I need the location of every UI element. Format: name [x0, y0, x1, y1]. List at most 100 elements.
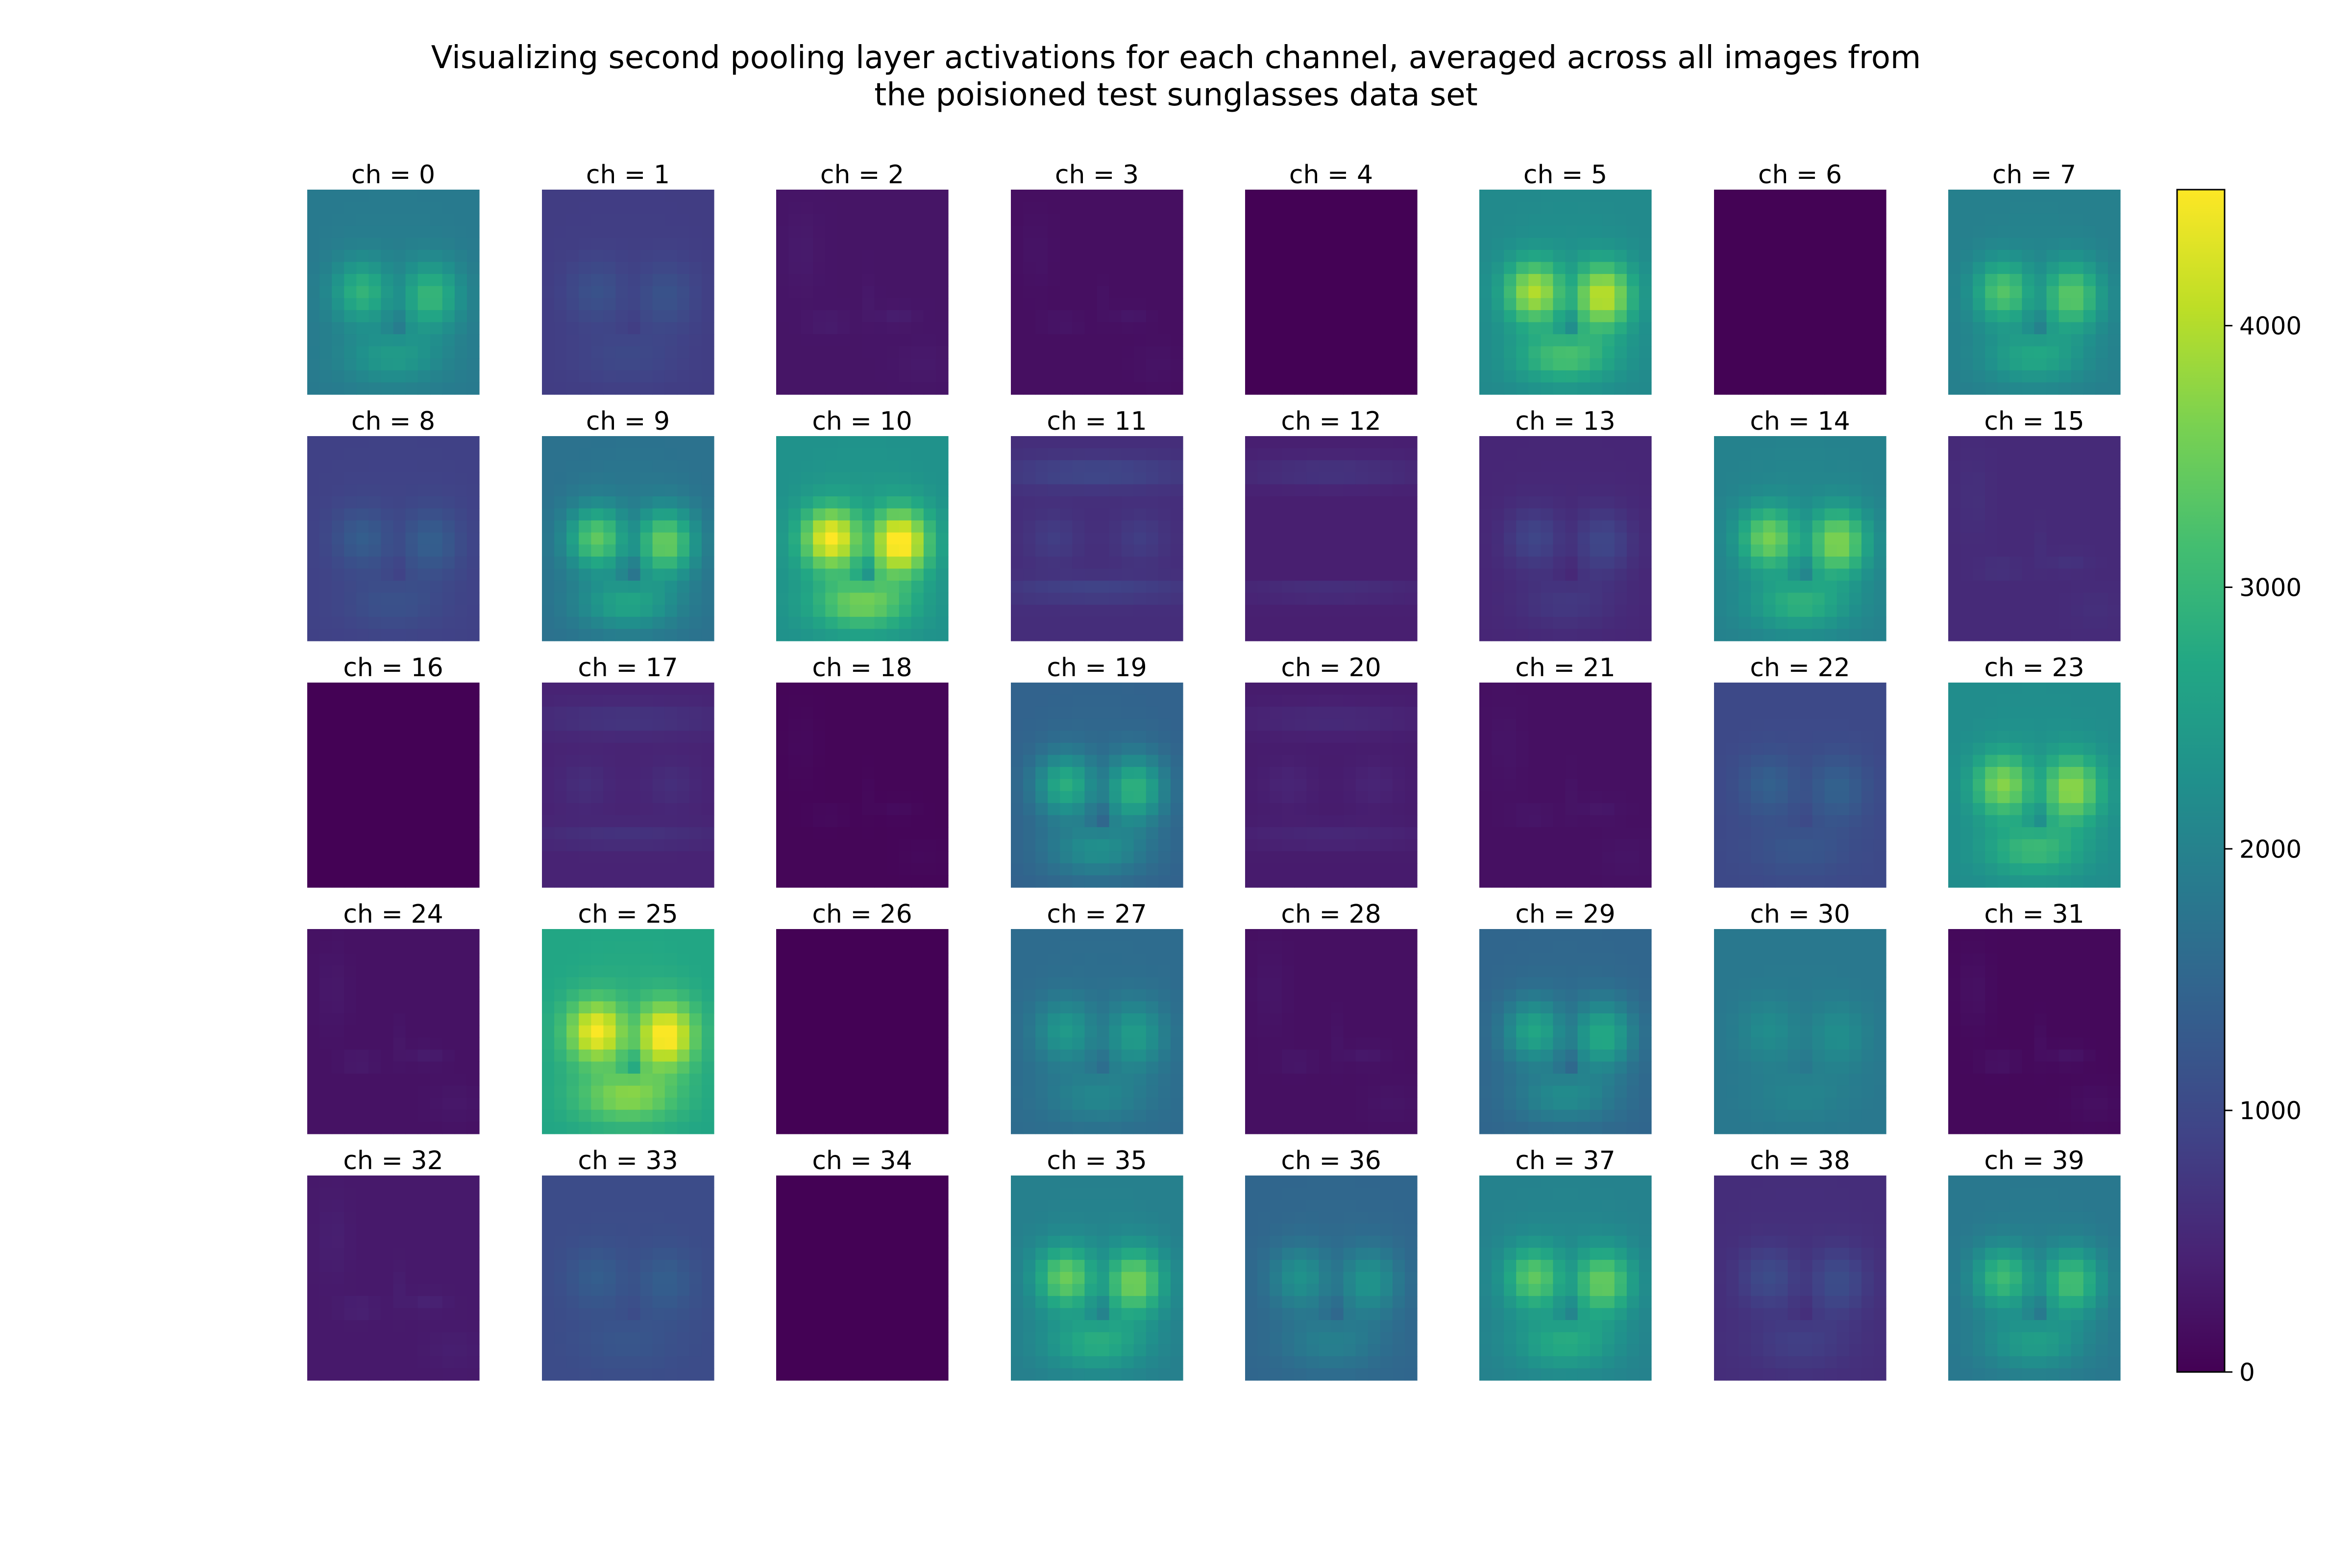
heatmap-cell: [1504, 544, 1517, 557]
heatmap-cell: [1577, 334, 1591, 347]
heatmap-cell: [1626, 436, 1640, 449]
heatmap-cell: [899, 779, 912, 791]
heatmap-cell: [1084, 605, 1098, 617]
heatmap-cell: [1146, 346, 1159, 359]
heatmap-cell: [1763, 370, 1776, 383]
heatmap-cell: [615, 839, 629, 852]
heatmap-cell: [801, 201, 813, 214]
heatmap-cell: [1492, 629, 1504, 641]
heatmap-cell: [1590, 472, 1603, 485]
heatmap-cell: [1504, 262, 1517, 274]
heatmap-cell: [1331, 755, 1344, 767]
heatmap-cell: [1060, 779, 1073, 791]
heatmap-cell: [1714, 262, 1727, 274]
heatmap-cell: [788, 791, 801, 804]
heatmap-cell: [1257, 238, 1270, 250]
heatmap-cell: [554, 298, 567, 311]
heatmap-cell: [466, 382, 480, 395]
heatmap-cell: [454, 803, 467, 816]
heatmap-cell: [1837, 544, 1850, 557]
heatmap-cell: [923, 201, 936, 214]
heatmap-cell: [1577, 214, 1591, 226]
heatmap-cell: [332, 767, 344, 780]
heatmap-cell: [405, 851, 418, 864]
heatmap-cell: [1553, 190, 1566, 202]
heatmap-cell: [1392, 718, 1405, 731]
heatmap-cell: [1294, 839, 1307, 852]
heatmap-cell: [466, 460, 480, 473]
heatmap-cell: [1639, 472, 1652, 485]
heatmap-cell: [1948, 484, 1961, 497]
heatmap-cell: [442, 484, 455, 497]
heatmap-cell: [1270, 346, 1282, 359]
heatmap-cell: [332, 448, 344, 461]
heatmap-cell: [1602, 556, 1615, 569]
heatmap-cell: [319, 201, 332, 214]
heatmap-cell: [2022, 225, 2035, 238]
heatmap-cell: [1023, 718, 1036, 731]
heatmap-cell: [1960, 334, 1973, 347]
heatmap-cell: [454, 592, 467, 605]
heatmap-cell: [1133, 520, 1147, 533]
heatmap-cell: [417, 839, 431, 852]
heatmap-cell: [1948, 581, 1961, 593]
heatmap-cell: [1973, 310, 1985, 323]
heatmap-cell: [1714, 581, 1727, 593]
heatmap-cell: [1849, 201, 1862, 214]
heatmap-cell: [1775, 201, 1788, 214]
heatmap-cell: [1257, 544, 1270, 557]
heatmap-cell: [664, 605, 678, 617]
heatmap-cell: [1355, 755, 1369, 767]
heatmap-cell: [1404, 496, 1418, 509]
heatmap-cell: [1035, 370, 1048, 383]
heatmap-cell: [1343, 436, 1356, 449]
heatmap-cell: [1948, 556, 1961, 569]
heatmap-cell: [368, 286, 382, 298]
heatmap-cell: [1516, 592, 1529, 605]
heatmap-cell: [1392, 436, 1405, 449]
heatmap-cell: [1306, 472, 1320, 485]
heatmap-cell: [417, 815, 431, 828]
heatmap-cell: [1541, 190, 1554, 202]
heatmap-cell: [1023, 568, 1036, 581]
heatmap-cell: [677, 694, 690, 707]
heatmap-cell: [1392, 298, 1405, 311]
heatmap-cell: [1109, 310, 1122, 323]
heatmap-cell: [1714, 190, 1727, 202]
heatmap-cell: [307, 827, 320, 840]
heatmap-cell: [1404, 334, 1418, 347]
heatmap-cell: [579, 249, 591, 263]
heatmap-cell: [677, 568, 690, 581]
heatmap-cell: [1639, 629, 1652, 641]
heatmap-cell: [701, 581, 714, 593]
heatmap-cell: [801, 532, 813, 545]
heatmap-cell: [1812, 484, 1825, 497]
heatmap-cell: [1541, 334, 1554, 347]
heatmap-cell: [615, 605, 629, 617]
heatmap-cell: [1084, 225, 1098, 238]
heatmap-cell: [1763, 225, 1776, 238]
heatmap-cell: [1788, 448, 1801, 461]
heatmap-cell: [1948, 346, 1961, 359]
heatmap-cell: [2083, 568, 2096, 581]
heatmap-cell: [1492, 568, 1504, 581]
heatmap-cell: [1404, 707, 1418, 719]
heatmap-cell: [677, 334, 690, 347]
heatmap-cell: [899, 274, 912, 287]
heatmap-cell: [628, 827, 641, 840]
heatmap-cell: [1763, 592, 1776, 605]
heatmap-cell: [1516, 556, 1529, 569]
heatmap-cell: [405, 592, 418, 605]
heatmap-cell: [689, 201, 702, 214]
heatmap-cell: [1368, 472, 1381, 485]
heatmap-cell: [2071, 370, 2084, 383]
heatmap-cell: [1392, 460, 1405, 473]
heatmap-cell: [1602, 262, 1615, 274]
heatmap-cell: [1614, 238, 1627, 250]
heatmap-cell: [1011, 851, 1024, 864]
heatmap-cell: [2034, 520, 2047, 533]
heatmap-cell: [2046, 629, 2059, 641]
heatmap-cell: [1245, 286, 1258, 298]
heatmap-cell: [2107, 298, 2121, 311]
heatmap-cell: [307, 238, 320, 250]
